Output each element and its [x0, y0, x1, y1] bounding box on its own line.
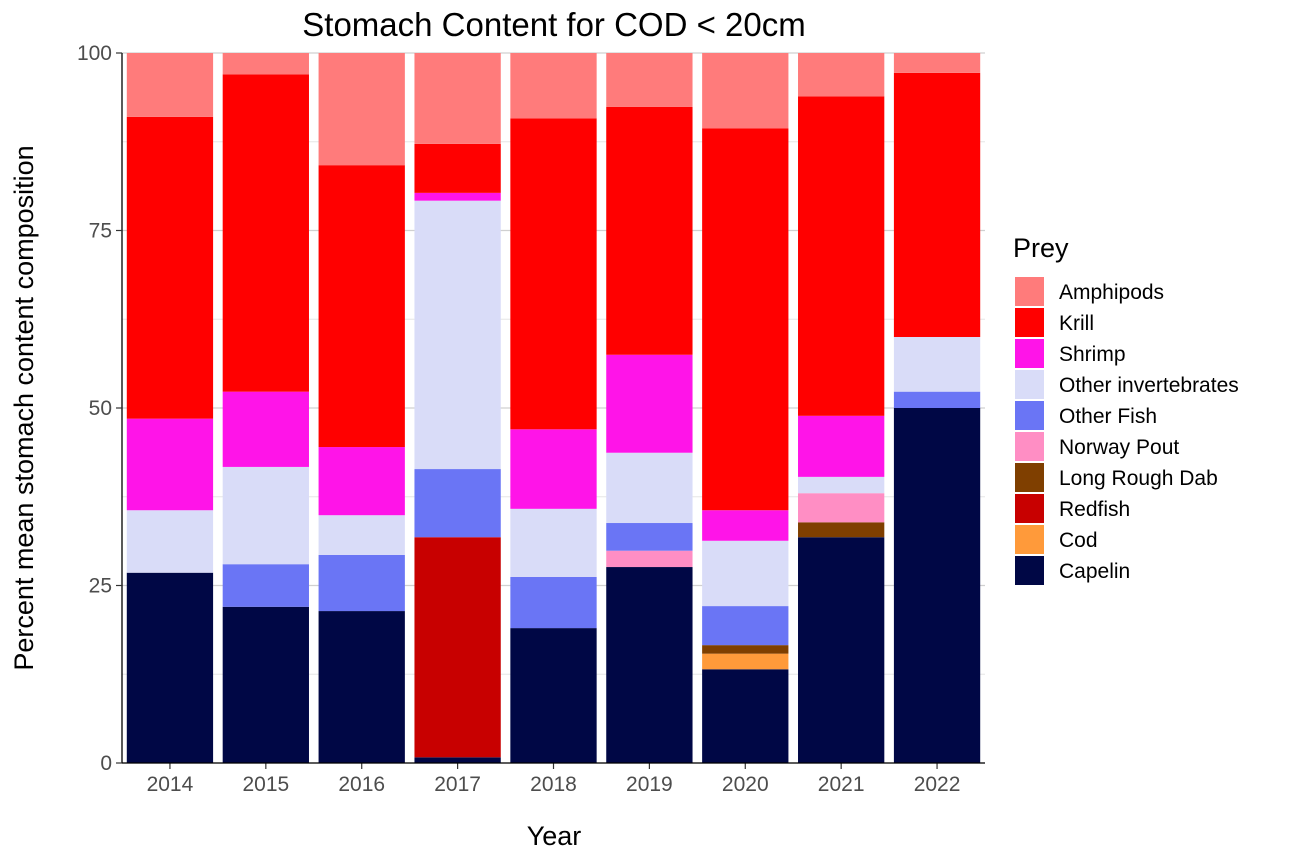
bar-segment-other-fish-2019	[606, 523, 693, 551]
bar-segment-other-invertebrates-2021	[798, 476, 885, 494]
legend-label: Cod	[1059, 529, 1098, 552]
bar-segment-shrimp-2018	[510, 429, 597, 509]
bar-segment-capelin-2020	[702, 669, 789, 763]
y-axis-label: Percent mean stomach content composition	[9, 145, 39, 670]
bar-segment-capelin-2021	[798, 537, 885, 763]
bar-segment-krill-2016	[318, 165, 405, 448]
bar-segment-shrimp-2017	[414, 192, 501, 201]
legend-label: Other invertebrates	[1059, 374, 1239, 397]
bar-segment-other-invertebrates-2019	[606, 452, 693, 524]
bar-segment-norway-pout-2021	[798, 493, 885, 523]
legend-swatch-amphipods	[1015, 277, 1044, 306]
bar-segment-amphipods-2020	[702, 53, 789, 129]
legend-label: Norway Pout	[1059, 436, 1179, 459]
bar-segment-other-fish-2017	[414, 469, 501, 538]
bar-segment-amphipods-2021	[798, 53, 885, 97]
x-tick-label: 2017	[434, 773, 481, 796]
bar-segment-other-fish-2022	[893, 391, 981, 408]
legend-swatch-krill	[1015, 308, 1044, 337]
bar-segment-other-invertebrates-2016	[318, 515, 405, 555]
legend-swatch-capelin	[1015, 556, 1044, 585]
bar-segment-shrimp-2021	[798, 415, 885, 477]
legend-title: Prey	[1013, 233, 1069, 263]
x-tick-label: 2016	[338, 773, 385, 796]
x-tick-label: 2022	[914, 773, 961, 796]
bar-segment-capelin-2017	[414, 757, 501, 763]
legend-label: Krill	[1059, 312, 1094, 335]
y-tick-label: 75	[89, 220, 112, 243]
bar-segment-other-invertebrates-2014	[126, 510, 214, 573]
bar-segment-shrimp-2020	[702, 510, 789, 541]
x-tick-label: 2014	[147, 773, 194, 796]
y-tick-label: 100	[77, 42, 112, 65]
bar-segment-shrimp-2014	[126, 418, 214, 511]
legend-label: Shrimp	[1059, 343, 1126, 366]
x-tick-label: 2021	[818, 773, 865, 796]
x-axis-label: Year	[527, 821, 582, 851]
bar-segment-other-invertebrates-2022	[893, 337, 981, 392]
legend-swatch-long-rough-dab	[1015, 463, 1044, 492]
bar-segment-capelin-2018	[510, 628, 597, 763]
x-tick-label: 2020	[722, 773, 769, 796]
legend-label: Redfish	[1059, 498, 1130, 521]
bar-segment-other-invertebrates-2015	[222, 466, 309, 565]
bar-segment-cod-2020	[702, 653, 789, 670]
bar-segment-capelin-2022	[893, 408, 981, 763]
bar-segment-krill-2017	[414, 143, 501, 193]
bar-segment-other-fish-2018	[510, 576, 597, 629]
bar-segment-long-rough-dab-2021	[798, 522, 885, 538]
bar-segment-krill-2014	[126, 116, 214, 419]
legend-swatch-shrimp	[1015, 339, 1044, 368]
bar-segment-other-invertebrates-2018	[510, 508, 597, 577]
bar-segment-other-invertebrates-2017	[414, 200, 501, 470]
bar-segment-shrimp-2015	[222, 391, 309, 467]
x-tick-label: 2019	[626, 773, 673, 796]
bar-segment-capelin-2014	[126, 572, 214, 763]
legend-swatch-norway-pout	[1015, 432, 1044, 461]
bar-segment-krill-2021	[798, 96, 885, 416]
bar-segment-long-rough-dab-2020	[702, 645, 789, 654]
legend-label: Long Rough Dab	[1059, 467, 1218, 490]
legend-swatch-cod	[1015, 525, 1044, 554]
bar-segment-amphipods-2018	[510, 53, 597, 119]
bar-segment-shrimp-2019	[606, 354, 693, 453]
bar-segment-amphipods-2014	[126, 53, 214, 117]
bar-segment-other-fish-2015	[222, 564, 309, 607]
y-tick-label: 25	[89, 575, 112, 598]
bar-segment-amphipods-2015	[222, 53, 309, 75]
x-tick-label: 2018	[530, 773, 577, 796]
bar-segment-other-fish-2020	[702, 606, 789, 646]
bar-segment-capelin-2019	[606, 567, 693, 763]
bar-segment-shrimp-2016	[318, 447, 405, 516]
bar-segment-redfish-2017	[414, 537, 501, 758]
bar-segment-other-fish-2016	[318, 554, 405, 612]
legend-swatch-other-invertebrates	[1015, 370, 1044, 399]
bar-segment-capelin-2015	[222, 606, 309, 763]
legend-swatch-redfish	[1015, 494, 1044, 523]
bar-segment-krill-2018	[510, 118, 597, 430]
chart-title: Stomach Content for COD < 20cm	[302, 6, 805, 43]
bar-segment-krill-2020	[702, 128, 789, 511]
bar-segment-krill-2022	[893, 72, 981, 337]
x-tick-label: 2015	[242, 773, 289, 796]
y-tick-label: 0	[100, 752, 112, 775]
y-tick-label: 50	[89, 397, 112, 420]
bar-segment-krill-2019	[606, 106, 693, 355]
bar-segment-amphipods-2019	[606, 53, 693, 107]
legend-label: Amphipods	[1059, 281, 1164, 304]
bar-segment-norway-pout-2019	[606, 550, 693, 568]
bar-segment-amphipods-2022	[893, 53, 981, 73]
bar-segment-amphipods-2016	[318, 53, 405, 166]
bar-segment-capelin-2016	[318, 611, 405, 763]
bar-segment-amphipods-2017	[414, 53, 501, 144]
legend-swatch-other-fish	[1015, 401, 1044, 430]
bar-segment-other-invertebrates-2020	[702, 540, 789, 607]
bar-segment-krill-2015	[222, 74, 309, 392]
legend-label: Other Fish	[1059, 405, 1157, 428]
legend-label: Capelin	[1059, 560, 1130, 583]
